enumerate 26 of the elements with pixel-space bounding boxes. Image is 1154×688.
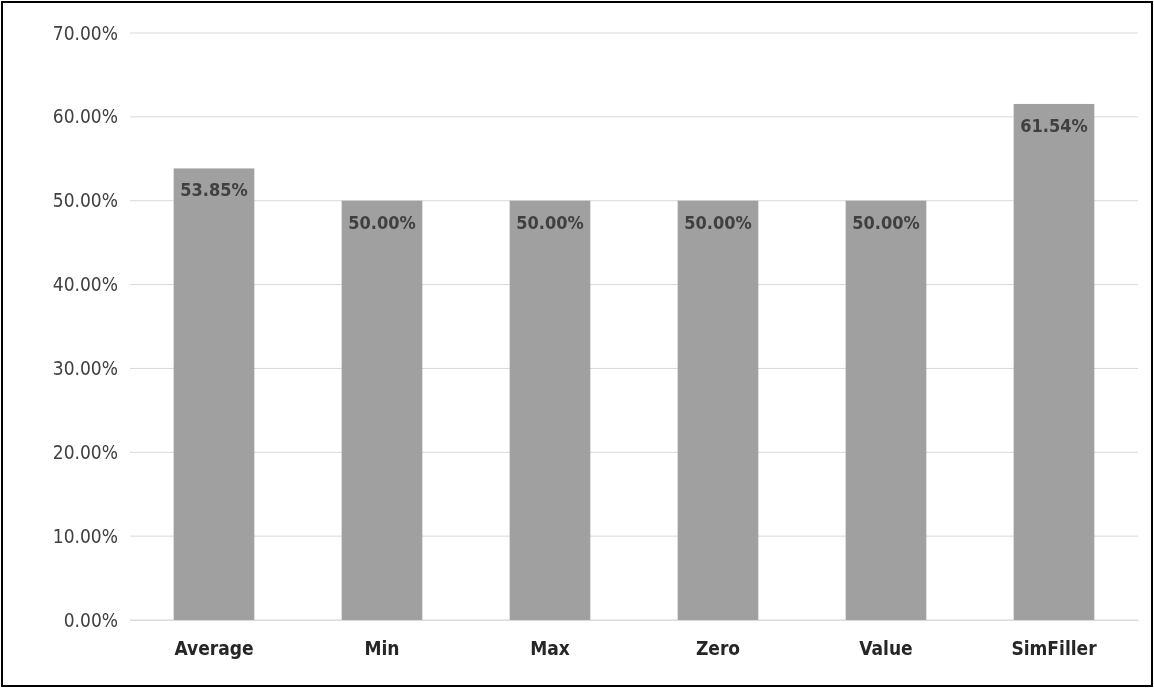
data-label: 50.00% xyxy=(852,211,920,233)
y-tick-label: 20.00% xyxy=(52,440,118,463)
y-tick-label: 30.00% xyxy=(52,357,118,380)
y-tick-label: 50.00% xyxy=(52,189,118,212)
y-tick-label: 40.00% xyxy=(52,273,118,296)
x-tick-label: Zero xyxy=(695,637,741,660)
y-tick-label: 70.00% xyxy=(52,21,118,44)
x-tick-label: Value xyxy=(859,637,913,660)
data-label: 61.54% xyxy=(1020,114,1088,136)
y-tick-label: 10.00% xyxy=(52,524,118,547)
y-tick-label: 0.00% xyxy=(63,608,118,631)
bar xyxy=(845,200,927,620)
bar xyxy=(509,200,591,620)
x-tick-label: Max xyxy=(530,637,570,660)
y-tick-label: 60.00% xyxy=(52,105,118,128)
x-tick-label: Min xyxy=(364,637,400,660)
bar xyxy=(677,200,759,620)
data-label: 50.00% xyxy=(348,211,416,233)
data-label: 50.00% xyxy=(684,211,752,233)
x-tick-label: SimFiller xyxy=(1011,637,1098,660)
bar xyxy=(1013,103,1095,620)
x-tick-label: Average xyxy=(174,637,254,660)
data-label: 50.00% xyxy=(516,211,584,233)
bar xyxy=(341,200,423,620)
data-label: 53.85% xyxy=(180,179,248,201)
bar xyxy=(173,168,255,620)
